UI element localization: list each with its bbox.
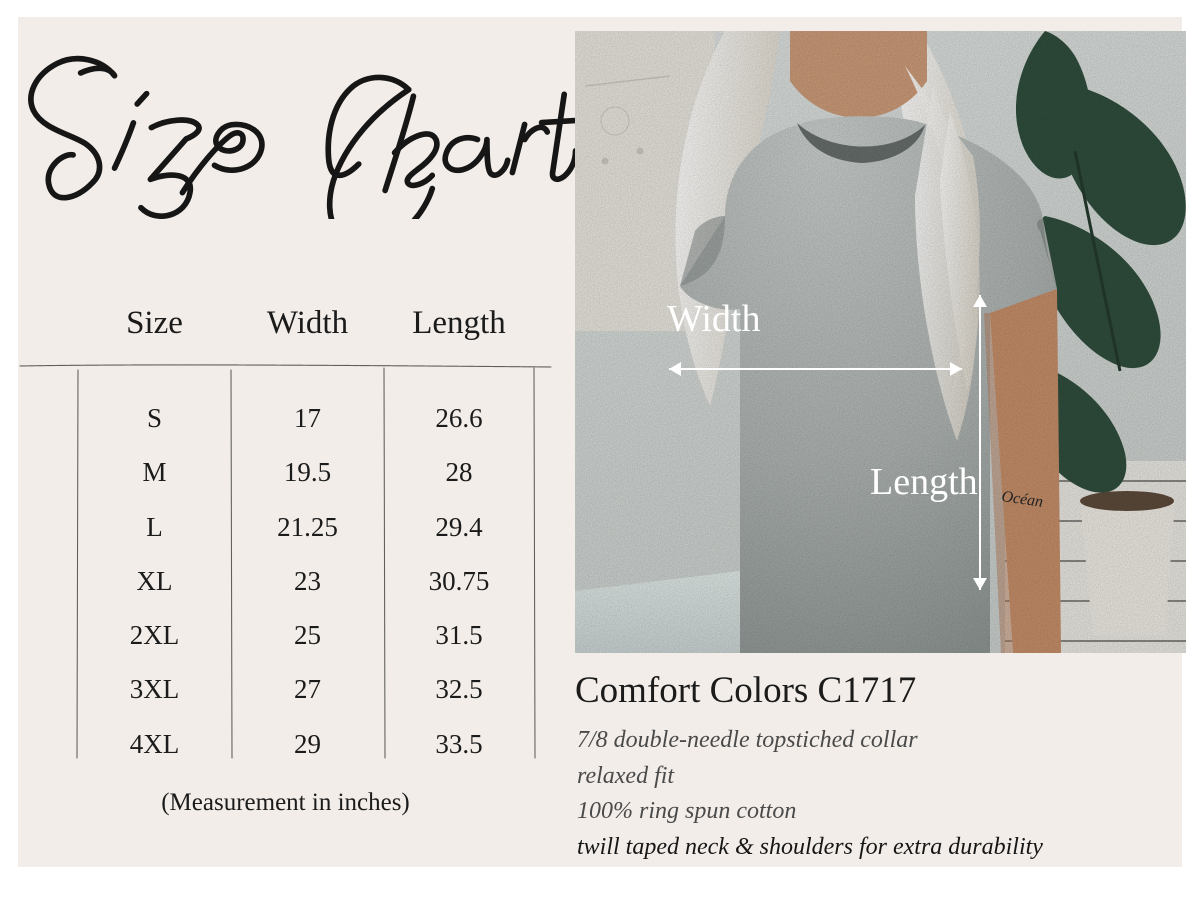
svg-text:Length: Length <box>870 461 978 503</box>
svg-text:Width: Width <box>667 298 760 340</box>
